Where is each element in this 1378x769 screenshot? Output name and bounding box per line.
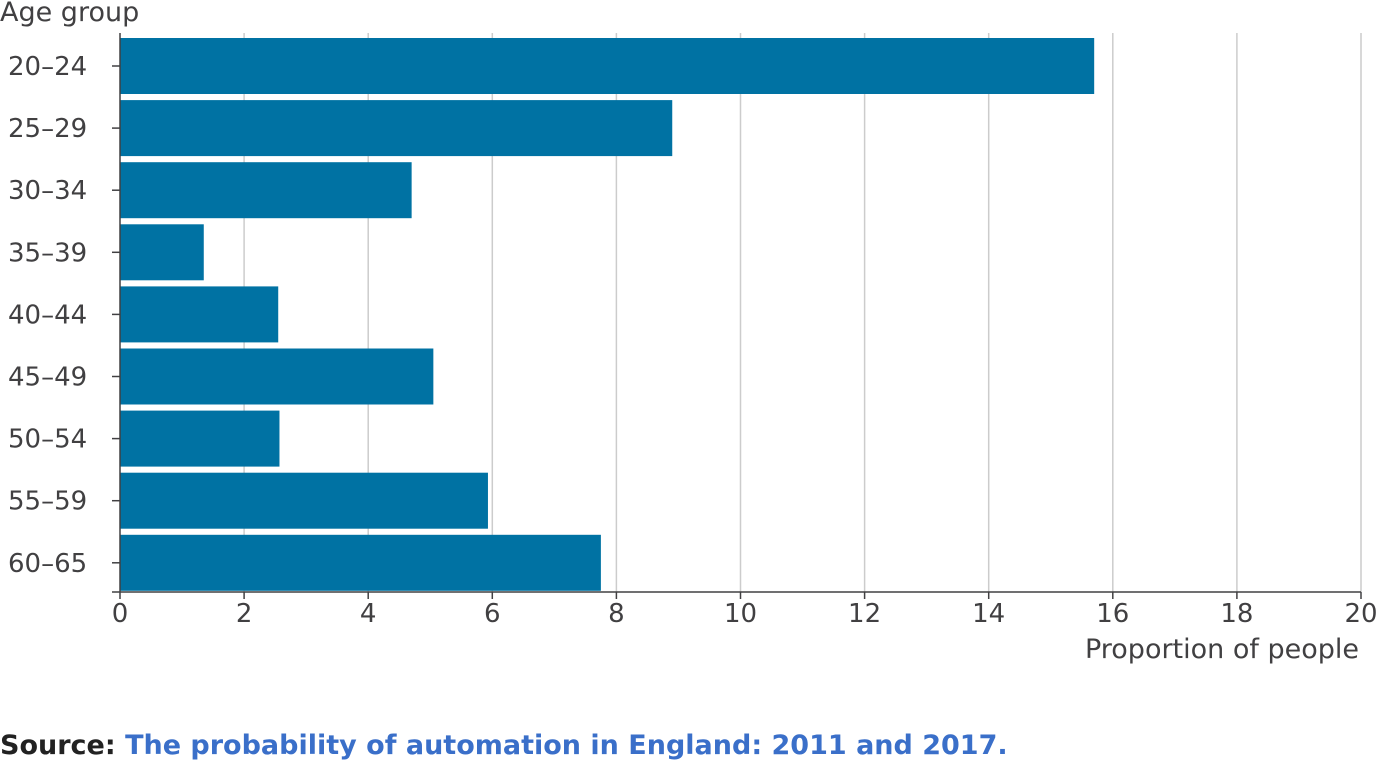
- bar-60–65: [120, 534, 601, 591]
- bar-50–54: [120, 410, 280, 467]
- y-tick-label: 25–29: [8, 114, 87, 144]
- x-tick-label: 18: [1220, 599, 1253, 629]
- y-tick-label: 20–24: [8, 52, 87, 82]
- source-link[interactable]: The probability of automation in England…: [125, 730, 1008, 761]
- bar-25–29: [120, 100, 673, 157]
- y-tick-label: 35–39: [8, 238, 87, 268]
- source-line: Source: The probability of automation in…: [0, 730, 1008, 761]
- x-tick-label: 0: [112, 599, 129, 629]
- x-tick-labels: 0 2 4 6 8 10 12 14 16 18 20: [112, 599, 1378, 629]
- y-tick-labels: 20–24 25–29 30–34 35–39 40–44 45–49 50–54 55–59…: [8, 52, 87, 579]
- bar-55–59: [120, 472, 488, 529]
- y-tick-label: 30–34: [8, 176, 87, 206]
- y-tick-label: 60–65: [8, 549, 87, 579]
- bar-45–49: [120, 348, 434, 405]
- y-tick-label: 50–54: [8, 425, 87, 455]
- x-tick-label: 8: [608, 599, 625, 629]
- x-tick-label: 16: [1096, 599, 1129, 629]
- x-tick-label: 12: [848, 599, 881, 629]
- bar-chart: 20–24 25–29 30–34 35–39 40–44 45–49 50–54 55–59…: [8, 33, 1378, 629]
- axes: [112, 33, 1362, 599]
- x-axis-title: Proportion of people: [1084, 634, 1359, 665]
- bar-35–39: [120, 224, 204, 281]
- bar-30–34: [120, 162, 412, 219]
- x-tick-label: 6: [484, 599, 501, 629]
- bar-40–44: [120, 286, 279, 343]
- bar-20–24: [120, 38, 1095, 94]
- y-axis-title: Age group: [0, 0, 140, 28]
- x-tick-label: 10: [724, 599, 757, 629]
- y-tick-label: 45–49: [8, 363, 87, 393]
- y-tick-label: 55–59: [8, 487, 87, 517]
- bars: [120, 38, 1095, 591]
- source-label: Source:: [0, 730, 116, 761]
- x-tick-label: 14: [972, 599, 1005, 629]
- x-tick-label: 2: [236, 599, 253, 629]
- y-tick-label: 40–44: [8, 300, 87, 330]
- x-tick-label: 4: [360, 599, 377, 629]
- x-tick-label: 20: [1344, 599, 1377, 629]
